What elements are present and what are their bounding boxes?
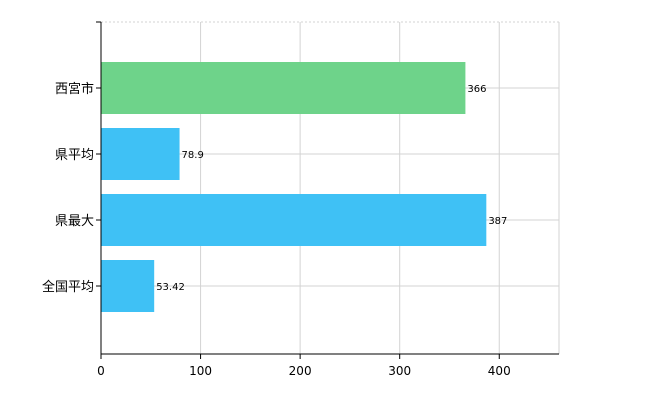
- x-tick-label: 200: [289, 364, 312, 378]
- data-label: 387: [488, 216, 507, 227]
- bars: [101, 62, 487, 312]
- bar-3: [101, 194, 487, 246]
- axes: [96, 21, 559, 359]
- category-label: 全国平均: [42, 279, 94, 295]
- x-tick-label: 100: [189, 364, 212, 378]
- category-label: 県平均: [55, 148, 94, 163]
- bar-1: [101, 62, 466, 114]
- x-tick-label: 400: [488, 364, 511, 378]
- bar-4: [101, 260, 155, 312]
- category-label: 県最大: [55, 214, 94, 229]
- data-label: 366: [467, 84, 486, 95]
- bar-2: [101, 128, 180, 180]
- category-label: 西宮市: [55, 81, 94, 97]
- data-label: 53.42: [156, 282, 185, 293]
- x-tick-label: 300: [388, 364, 411, 378]
- data-label: 78.9: [182, 150, 204, 161]
- x-tick-label: 0: [97, 364, 105, 378]
